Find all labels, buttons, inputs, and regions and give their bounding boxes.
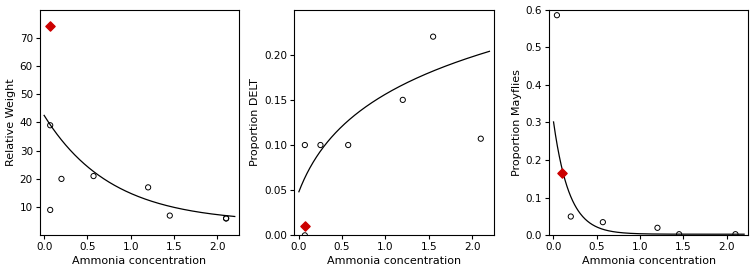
Point bbox=[44, 123, 57, 128]
Point bbox=[342, 143, 354, 147]
X-axis label: Ammonia concentration: Ammonia concentration bbox=[327, 256, 461, 267]
X-axis label: Ammonia concentration: Ammonia concentration bbox=[72, 256, 207, 267]
Point bbox=[475, 137, 487, 141]
Point bbox=[220, 216, 232, 221]
Y-axis label: Proportion DELT: Proportion DELT bbox=[250, 79, 260, 166]
Point bbox=[314, 143, 326, 147]
Point bbox=[299, 224, 311, 228]
Point bbox=[556, 171, 569, 175]
Point bbox=[299, 143, 311, 147]
Point bbox=[87, 174, 100, 178]
Point bbox=[164, 214, 176, 218]
X-axis label: Ammonia concentration: Ammonia concentration bbox=[582, 256, 716, 267]
Point bbox=[673, 232, 685, 236]
Point bbox=[44, 24, 57, 29]
Point bbox=[397, 98, 409, 102]
Point bbox=[565, 214, 577, 219]
Y-axis label: Proportion Mayflies: Proportion Mayflies bbox=[511, 69, 522, 176]
Point bbox=[597, 220, 609, 224]
Point bbox=[142, 185, 154, 190]
Point bbox=[44, 208, 57, 212]
Y-axis label: Relative Weight: Relative Weight bbox=[5, 79, 16, 166]
Point bbox=[651, 226, 664, 230]
Point bbox=[729, 232, 741, 236]
Point bbox=[299, 233, 311, 237]
Point bbox=[56, 177, 68, 181]
Point bbox=[551, 13, 563, 17]
Point bbox=[220, 216, 232, 221]
Point bbox=[427, 35, 439, 39]
